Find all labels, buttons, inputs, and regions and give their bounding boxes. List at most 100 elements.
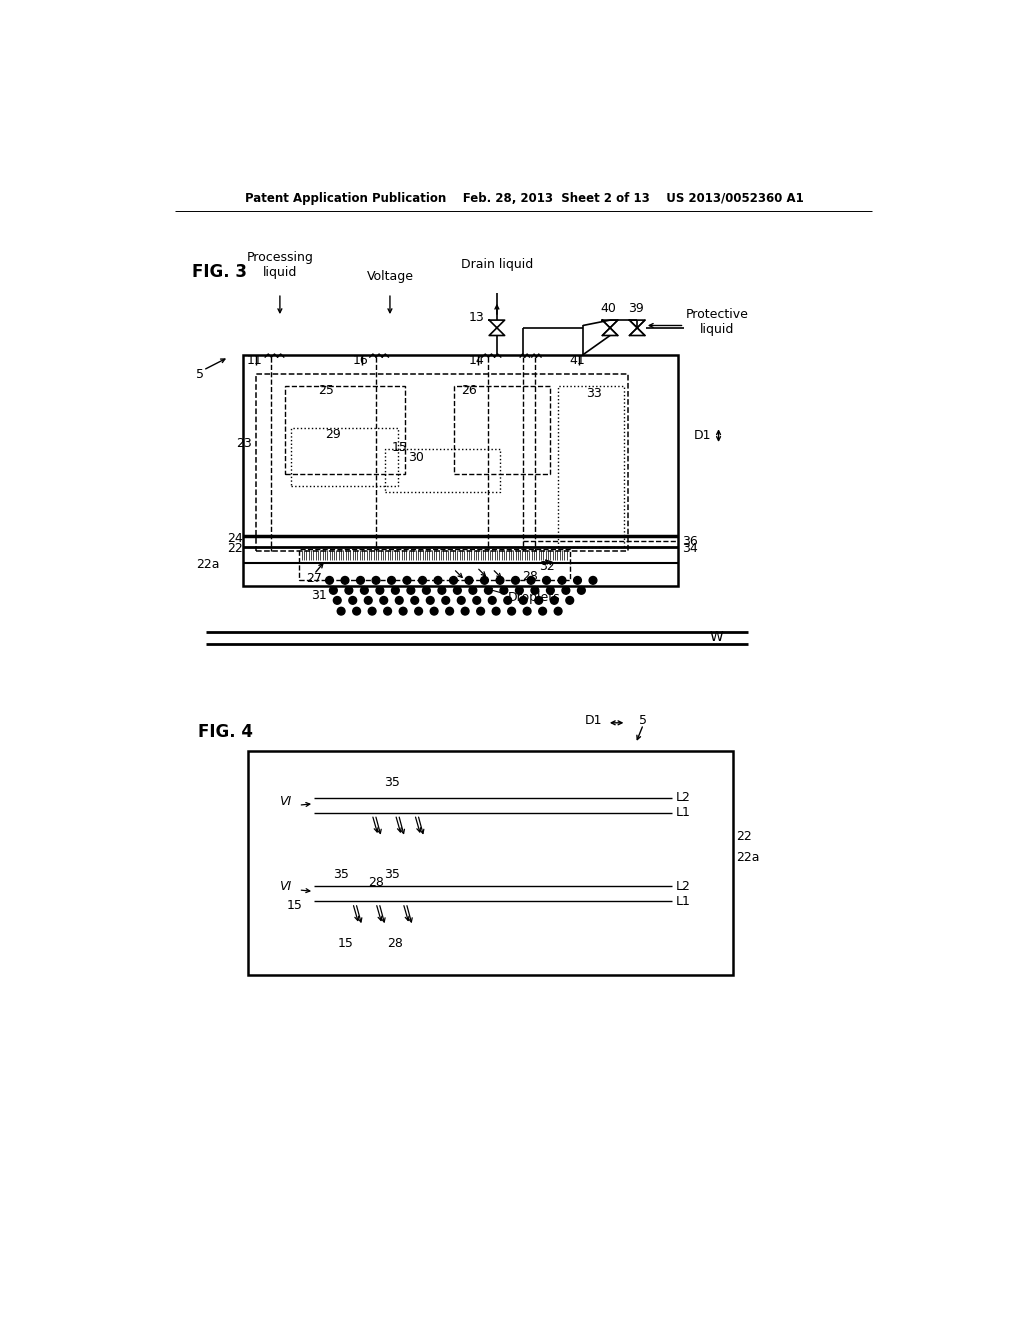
Circle shape xyxy=(535,597,543,605)
Text: 5: 5 xyxy=(197,367,204,380)
Circle shape xyxy=(496,577,504,585)
Bar xyxy=(285,385,404,474)
Text: 36: 36 xyxy=(682,535,698,548)
Circle shape xyxy=(449,890,456,898)
Circle shape xyxy=(595,801,602,809)
Circle shape xyxy=(426,597,434,605)
Circle shape xyxy=(504,597,512,605)
Text: Processing
liquid: Processing liquid xyxy=(247,251,313,279)
Text: 35: 35 xyxy=(384,776,399,788)
Circle shape xyxy=(411,597,419,605)
Circle shape xyxy=(317,801,326,809)
Circle shape xyxy=(515,586,523,594)
Bar xyxy=(454,385,550,474)
Bar xyxy=(248,751,732,974)
Text: 29: 29 xyxy=(326,428,341,441)
Text: D1: D1 xyxy=(693,429,712,442)
Circle shape xyxy=(349,597,356,605)
Circle shape xyxy=(562,586,569,594)
Circle shape xyxy=(488,597,496,605)
Text: 25: 25 xyxy=(317,384,334,397)
Text: D1: D1 xyxy=(586,714,603,727)
Circle shape xyxy=(480,801,488,809)
Text: L2: L2 xyxy=(676,791,691,804)
Text: FIG. 4: FIG. 4 xyxy=(198,723,253,741)
Text: 32: 32 xyxy=(539,560,555,573)
Text: 33: 33 xyxy=(586,387,602,400)
Text: 11: 11 xyxy=(247,354,262,367)
Text: 22: 22 xyxy=(736,829,752,842)
Circle shape xyxy=(445,607,454,615)
Circle shape xyxy=(350,801,358,809)
Circle shape xyxy=(500,586,508,594)
Circle shape xyxy=(473,597,480,605)
Circle shape xyxy=(399,607,407,615)
Circle shape xyxy=(566,597,573,605)
Text: 34: 34 xyxy=(682,541,698,554)
Text: 41: 41 xyxy=(569,354,586,367)
Circle shape xyxy=(579,801,586,809)
Circle shape xyxy=(558,577,566,585)
Circle shape xyxy=(384,607,391,615)
Circle shape xyxy=(550,597,558,605)
Text: Drain liquid: Drain liquid xyxy=(461,259,534,271)
Circle shape xyxy=(497,801,505,809)
Text: 40: 40 xyxy=(601,302,616,315)
Circle shape xyxy=(611,890,618,898)
Circle shape xyxy=(376,586,384,594)
Text: 15: 15 xyxy=(391,441,408,454)
Circle shape xyxy=(416,890,423,898)
Circle shape xyxy=(341,577,349,585)
Circle shape xyxy=(461,607,469,615)
Circle shape xyxy=(330,586,337,594)
Circle shape xyxy=(383,890,391,898)
Circle shape xyxy=(449,801,456,809)
Circle shape xyxy=(352,607,360,615)
Circle shape xyxy=(407,586,415,594)
Circle shape xyxy=(595,890,602,898)
Circle shape xyxy=(546,801,554,809)
Text: 26: 26 xyxy=(461,384,477,397)
Text: 15: 15 xyxy=(337,937,353,950)
Circle shape xyxy=(337,607,345,615)
Circle shape xyxy=(508,607,515,615)
Circle shape xyxy=(423,586,430,594)
Text: Droplets: Droplets xyxy=(508,591,560,603)
Circle shape xyxy=(529,801,538,809)
Bar xyxy=(299,549,569,579)
Text: L1: L1 xyxy=(676,807,691,820)
Circle shape xyxy=(627,890,635,898)
Circle shape xyxy=(326,577,334,585)
Text: 28: 28 xyxy=(521,570,538,583)
Circle shape xyxy=(380,597,388,605)
Circle shape xyxy=(442,597,450,605)
Text: 22a: 22a xyxy=(736,851,760,865)
Circle shape xyxy=(627,801,635,809)
Circle shape xyxy=(480,577,488,585)
Circle shape xyxy=(659,801,668,809)
Circle shape xyxy=(512,577,519,585)
Circle shape xyxy=(659,890,668,898)
Circle shape xyxy=(419,577,426,585)
Circle shape xyxy=(356,577,365,585)
Text: 27: 27 xyxy=(306,572,323,585)
Text: L1: L1 xyxy=(676,895,691,908)
Circle shape xyxy=(643,890,651,898)
Circle shape xyxy=(497,890,505,898)
Circle shape xyxy=(493,607,500,615)
Circle shape xyxy=(519,597,527,605)
Circle shape xyxy=(395,597,403,605)
Circle shape xyxy=(480,890,488,898)
Text: VI: VI xyxy=(280,795,292,808)
Circle shape xyxy=(367,801,375,809)
Circle shape xyxy=(365,597,372,605)
Circle shape xyxy=(430,607,438,615)
Text: 24: 24 xyxy=(227,532,243,545)
Circle shape xyxy=(531,586,539,594)
Circle shape xyxy=(513,890,521,898)
Circle shape xyxy=(554,607,562,615)
Circle shape xyxy=(578,586,586,594)
Circle shape xyxy=(372,577,380,585)
Circle shape xyxy=(469,586,477,594)
Circle shape xyxy=(562,890,569,898)
